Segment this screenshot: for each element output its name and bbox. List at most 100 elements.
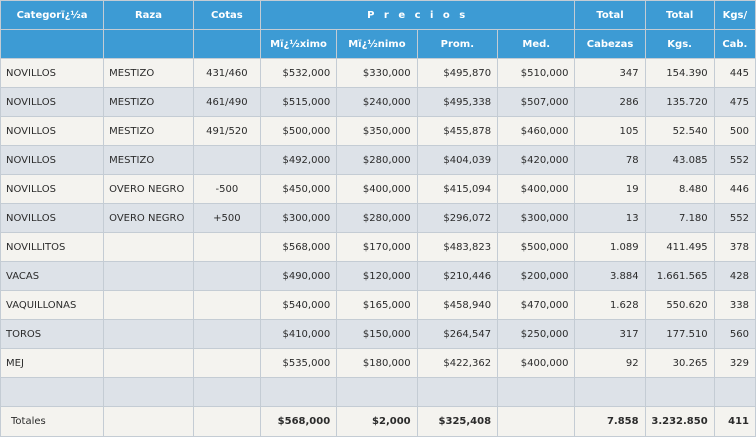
med-cell: $460,000 — [497, 116, 576, 146]
med-cell: $507,000 — [497, 87, 576, 117]
prom-cell: $415,094 — [416, 174, 499, 204]
maximo-cell: $410,000 — [259, 319, 338, 349]
totals-empty-cell — [103, 406, 194, 437]
cabezas-cell: 105 — [574, 116, 646, 146]
totals-row: Totales $568,000 $2,000 $325,408 7.858 3.232.… — [0, 406, 756, 437]
categoria-cell: MEJ — [0, 348, 105, 378]
header-cab: Cab. — [713, 29, 756, 59]
maximo-cell: $532,000 — [259, 58, 338, 88]
prom-cell: $495,870 — [416, 58, 499, 88]
header-total-kgs: Total — [644, 0, 715, 30]
table-row: VACAS $490,000 $120,000 $210,446 $200,000 3.8… — [0, 261, 756, 291]
cotas-cell — [192, 319, 261, 349]
minimo-cell: $280,000 — [336, 203, 418, 233]
prom-cell: $495,338 — [416, 87, 499, 117]
raza-cell: MESTIZO — [103, 145, 194, 175]
table-row: VAQUILLONAS $540,000 $165,000 $458,940 $470,… — [0, 290, 756, 320]
raza-cell — [103, 232, 194, 262]
kgs-cell: 550.620 — [644, 290, 715, 320]
maximo-cell: $490,000 — [259, 261, 338, 291]
cabezas-cell: 13 — [574, 203, 646, 233]
empty-cell — [103, 377, 194, 407]
totals-prom: $325,408 — [416, 406, 499, 437]
minimo-cell: $400,000 — [336, 174, 418, 204]
kgs-cab-cell: 552 — [713, 203, 756, 233]
cabezas-cell: 1.089 — [574, 232, 646, 262]
kgs-cell: 43.085 — [644, 145, 715, 175]
prom-cell: $422,362 — [416, 348, 499, 378]
cabezas-cell: 347 — [574, 58, 646, 88]
empty-row — [0, 377, 756, 407]
minimo-cell: $280,000 — [336, 145, 418, 175]
kgs-cab-cell: 552 — [713, 145, 756, 175]
cabezas-cell: 286 — [574, 87, 646, 117]
categoria-cell: VACAS — [0, 261, 105, 291]
cabezas-cell: 3.884 — [574, 261, 646, 291]
empty-cell — [0, 377, 105, 407]
header-minimo: Mï¿½nimo — [336, 29, 418, 59]
maximo-cell: $540,000 — [259, 290, 338, 320]
totals-kgs-cab: 411 — [713, 406, 756, 437]
kgs-cell: 1.661.565 — [644, 261, 715, 291]
empty-cell — [497, 377, 576, 407]
table-row: NOVILLOS MESTIZO 491/520 $500,000 $350,000 $4… — [0, 116, 756, 146]
raza-cell — [103, 261, 194, 291]
med-cell: $400,000 — [497, 174, 576, 204]
totals-minimo: $2,000 — [336, 406, 418, 437]
kgs-cab-cell: 560 — [713, 319, 756, 349]
cabezas-cell: 92 — [574, 348, 646, 378]
raza-cell: MESTIZO — [103, 116, 194, 146]
med-cell: $510,000 — [497, 58, 576, 88]
categoria-cell: NOVILLOS — [0, 145, 105, 175]
kgs-cab-cell: 428 — [713, 261, 756, 291]
raza-cell: OVERO NEGRO — [103, 203, 194, 233]
prom-cell: $264,547 — [416, 319, 499, 349]
header-cotas: Cotas — [192, 0, 261, 30]
cotas-cell — [192, 348, 261, 378]
minimo-cell: $120,000 — [336, 261, 418, 291]
table-body: NOVILLOS MESTIZO 431/460 $532,000 $330,000 $4… — [0, 58, 756, 437]
raza-cell: MESTIZO — [103, 87, 194, 117]
prom-cell: $458,940 — [416, 290, 499, 320]
table-header: Categorï¿½a Raza Cotas P r e c i o s Tot… — [0, 0, 756, 59]
kgs-cab-cell: 446 — [713, 174, 756, 204]
prom-cell: $210,446 — [416, 261, 499, 291]
med-cell: $500,000 — [497, 232, 576, 262]
categoria-cell: NOVILLOS — [0, 87, 105, 117]
kgs-cab-cell: 445 — [713, 58, 756, 88]
kgs-cell: 135.720 — [644, 87, 715, 117]
kgs-cell: 177.510 — [644, 319, 715, 349]
empty-cell — [574, 377, 646, 407]
totals-kgs: 3.232.850 — [644, 406, 715, 437]
raza-cell — [103, 290, 194, 320]
med-cell: $300,000 — [497, 203, 576, 233]
categoria-cell: NOVILLOS — [0, 174, 105, 204]
raza-cell: OVERO NEGRO — [103, 174, 194, 204]
categoria-cell: VAQUILLONAS — [0, 290, 105, 320]
table-row: MEJ $535,000 $180,000 $422,362 $400,000 92 30.… — [0, 348, 756, 378]
kgs-cell: 30.265 — [644, 348, 715, 378]
med-cell: $400,000 — [497, 348, 576, 378]
kgs-cell: 8.480 — [644, 174, 715, 204]
minimo-cell: $150,000 — [336, 319, 418, 349]
categoria-cell: NOVILLOS — [0, 203, 105, 233]
header-kgs: Kgs. — [644, 29, 715, 59]
med-cell: $420,000 — [497, 145, 576, 175]
cotas-cell — [192, 232, 261, 262]
categoria-cell: TOROS — [0, 319, 105, 349]
raza-cell: MESTIZO — [103, 58, 194, 88]
table-row: NOVILLOS OVERO NEGRO +500 $300,000 $280,000 $… — [0, 203, 756, 233]
table-row: NOVILLOS OVERO NEGRO -500 $450,000 $400,000 $… — [0, 174, 756, 204]
categoria-cell: NOVILLITOS — [0, 232, 105, 262]
cotas-cell: +500 — [192, 203, 261, 233]
categoria-cell: NOVILLOS — [0, 116, 105, 146]
kgs-cab-cell: 329 — [713, 348, 756, 378]
totals-empty-cell — [192, 406, 261, 437]
cotas-cell: 431/460 — [192, 58, 261, 88]
header-precios: P r e c i o s — [259, 0, 576, 30]
totals-maximo: $568,000 — [259, 406, 338, 437]
table-row: NOVILLOS MESTIZO 461/490 $515,000 $240,000 $4… — [0, 87, 756, 117]
maximo-cell: $450,000 — [259, 174, 338, 204]
table-row: NOVILLOS MESTIZO 431/460 $532,000 $330,000 $4… — [0, 58, 756, 88]
